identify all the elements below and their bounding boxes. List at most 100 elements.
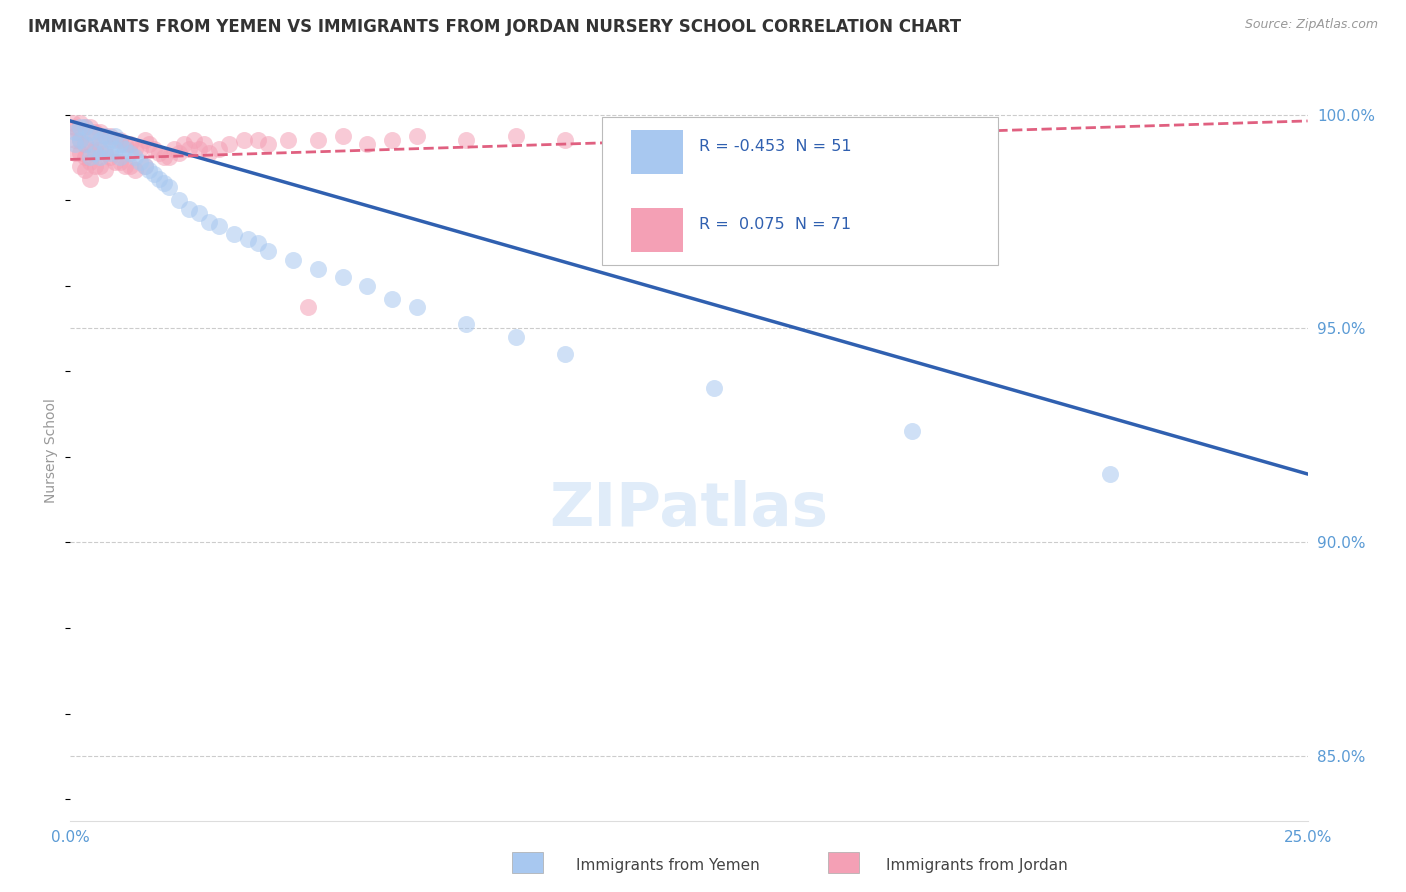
Point bbox=[118, 159, 141, 173]
Point bbox=[138, 163, 160, 178]
Point bbox=[307, 261, 329, 276]
Point bbox=[505, 128, 527, 143]
Point bbox=[554, 347, 576, 361]
Point bbox=[79, 171, 101, 186]
Point bbox=[94, 128, 117, 143]
Point bbox=[153, 176, 176, 190]
Point bbox=[157, 150, 180, 164]
Point bbox=[128, 154, 150, 169]
FancyBboxPatch shape bbox=[631, 130, 683, 174]
Point bbox=[247, 133, 270, 147]
Point bbox=[238, 232, 260, 246]
Point bbox=[108, 150, 131, 164]
Point bbox=[79, 125, 101, 139]
Point bbox=[332, 270, 354, 285]
Point bbox=[84, 128, 107, 143]
Point bbox=[307, 133, 329, 147]
Point bbox=[108, 154, 131, 169]
Point bbox=[114, 137, 136, 152]
Point bbox=[79, 120, 101, 135]
Point bbox=[94, 146, 117, 161]
Point bbox=[114, 142, 136, 156]
Point bbox=[381, 133, 404, 147]
Point bbox=[257, 244, 280, 259]
Point bbox=[65, 137, 87, 152]
Point bbox=[177, 202, 200, 216]
Point bbox=[84, 146, 107, 161]
Point bbox=[94, 142, 117, 156]
Point bbox=[79, 137, 101, 152]
Point bbox=[69, 133, 91, 147]
Point bbox=[128, 142, 150, 156]
Point bbox=[75, 163, 97, 178]
Point bbox=[75, 137, 97, 152]
Point bbox=[66, 125, 89, 139]
Point bbox=[69, 116, 91, 130]
Point bbox=[148, 171, 170, 186]
Text: Immigrants from Yemen: Immigrants from Yemen bbox=[576, 858, 761, 872]
Point bbox=[198, 214, 221, 228]
Point bbox=[703, 128, 725, 143]
Point bbox=[456, 317, 478, 331]
Point bbox=[900, 424, 922, 438]
Point bbox=[208, 142, 231, 156]
Point bbox=[65, 133, 87, 147]
Point bbox=[89, 125, 111, 139]
Point bbox=[98, 133, 121, 147]
Point bbox=[65, 125, 87, 139]
Point bbox=[89, 150, 111, 164]
Point bbox=[277, 133, 299, 147]
Point bbox=[118, 137, 141, 152]
Point bbox=[222, 227, 245, 242]
Text: IMMIGRANTS FROM YEMEN VS IMMIGRANTS FROM JORDAN NURSERY SCHOOL CORRELATION CHART: IMMIGRANTS FROM YEMEN VS IMMIGRANTS FROM… bbox=[28, 18, 962, 36]
Point bbox=[356, 137, 378, 152]
Point bbox=[188, 206, 211, 220]
Point bbox=[104, 142, 127, 156]
Point bbox=[554, 133, 576, 147]
Point bbox=[84, 142, 107, 156]
Point bbox=[79, 150, 101, 164]
Point bbox=[297, 300, 319, 314]
Point bbox=[84, 125, 107, 139]
Point bbox=[183, 133, 205, 147]
Point bbox=[703, 381, 725, 395]
Point bbox=[381, 292, 404, 306]
Point bbox=[118, 146, 141, 161]
Point bbox=[108, 133, 131, 147]
Point bbox=[124, 150, 146, 164]
Text: Source: ZipAtlas.com: Source: ZipAtlas.com bbox=[1244, 18, 1378, 31]
Point bbox=[134, 159, 156, 173]
Point bbox=[69, 146, 91, 161]
Point bbox=[456, 133, 478, 147]
Point bbox=[69, 159, 91, 173]
Point bbox=[193, 137, 215, 152]
Text: ZIPatlas: ZIPatlas bbox=[550, 480, 828, 539]
Point bbox=[75, 120, 97, 135]
Y-axis label: Nursery School: Nursery School bbox=[45, 398, 59, 503]
Point bbox=[157, 180, 180, 194]
Point bbox=[104, 154, 127, 169]
Point bbox=[218, 137, 240, 152]
Point bbox=[98, 128, 121, 143]
Point bbox=[69, 133, 91, 147]
Point bbox=[62, 116, 84, 130]
Point bbox=[851, 125, 873, 139]
Point bbox=[124, 142, 146, 156]
Point bbox=[405, 128, 427, 143]
Point bbox=[177, 142, 200, 156]
Point bbox=[104, 128, 127, 143]
Point bbox=[405, 300, 427, 314]
Point bbox=[143, 168, 166, 182]
Point bbox=[281, 253, 304, 268]
Point bbox=[167, 146, 190, 161]
Point bbox=[104, 133, 127, 147]
Text: R =  0.075  N = 71: R = 0.075 N = 71 bbox=[699, 217, 851, 232]
Point bbox=[89, 133, 111, 147]
Point bbox=[134, 133, 156, 147]
Point bbox=[108, 137, 131, 152]
Point bbox=[98, 146, 121, 161]
Point bbox=[232, 133, 254, 147]
Point bbox=[257, 137, 280, 152]
Text: Immigrants from Jordan: Immigrants from Jordan bbox=[886, 858, 1067, 872]
Point bbox=[89, 142, 111, 156]
